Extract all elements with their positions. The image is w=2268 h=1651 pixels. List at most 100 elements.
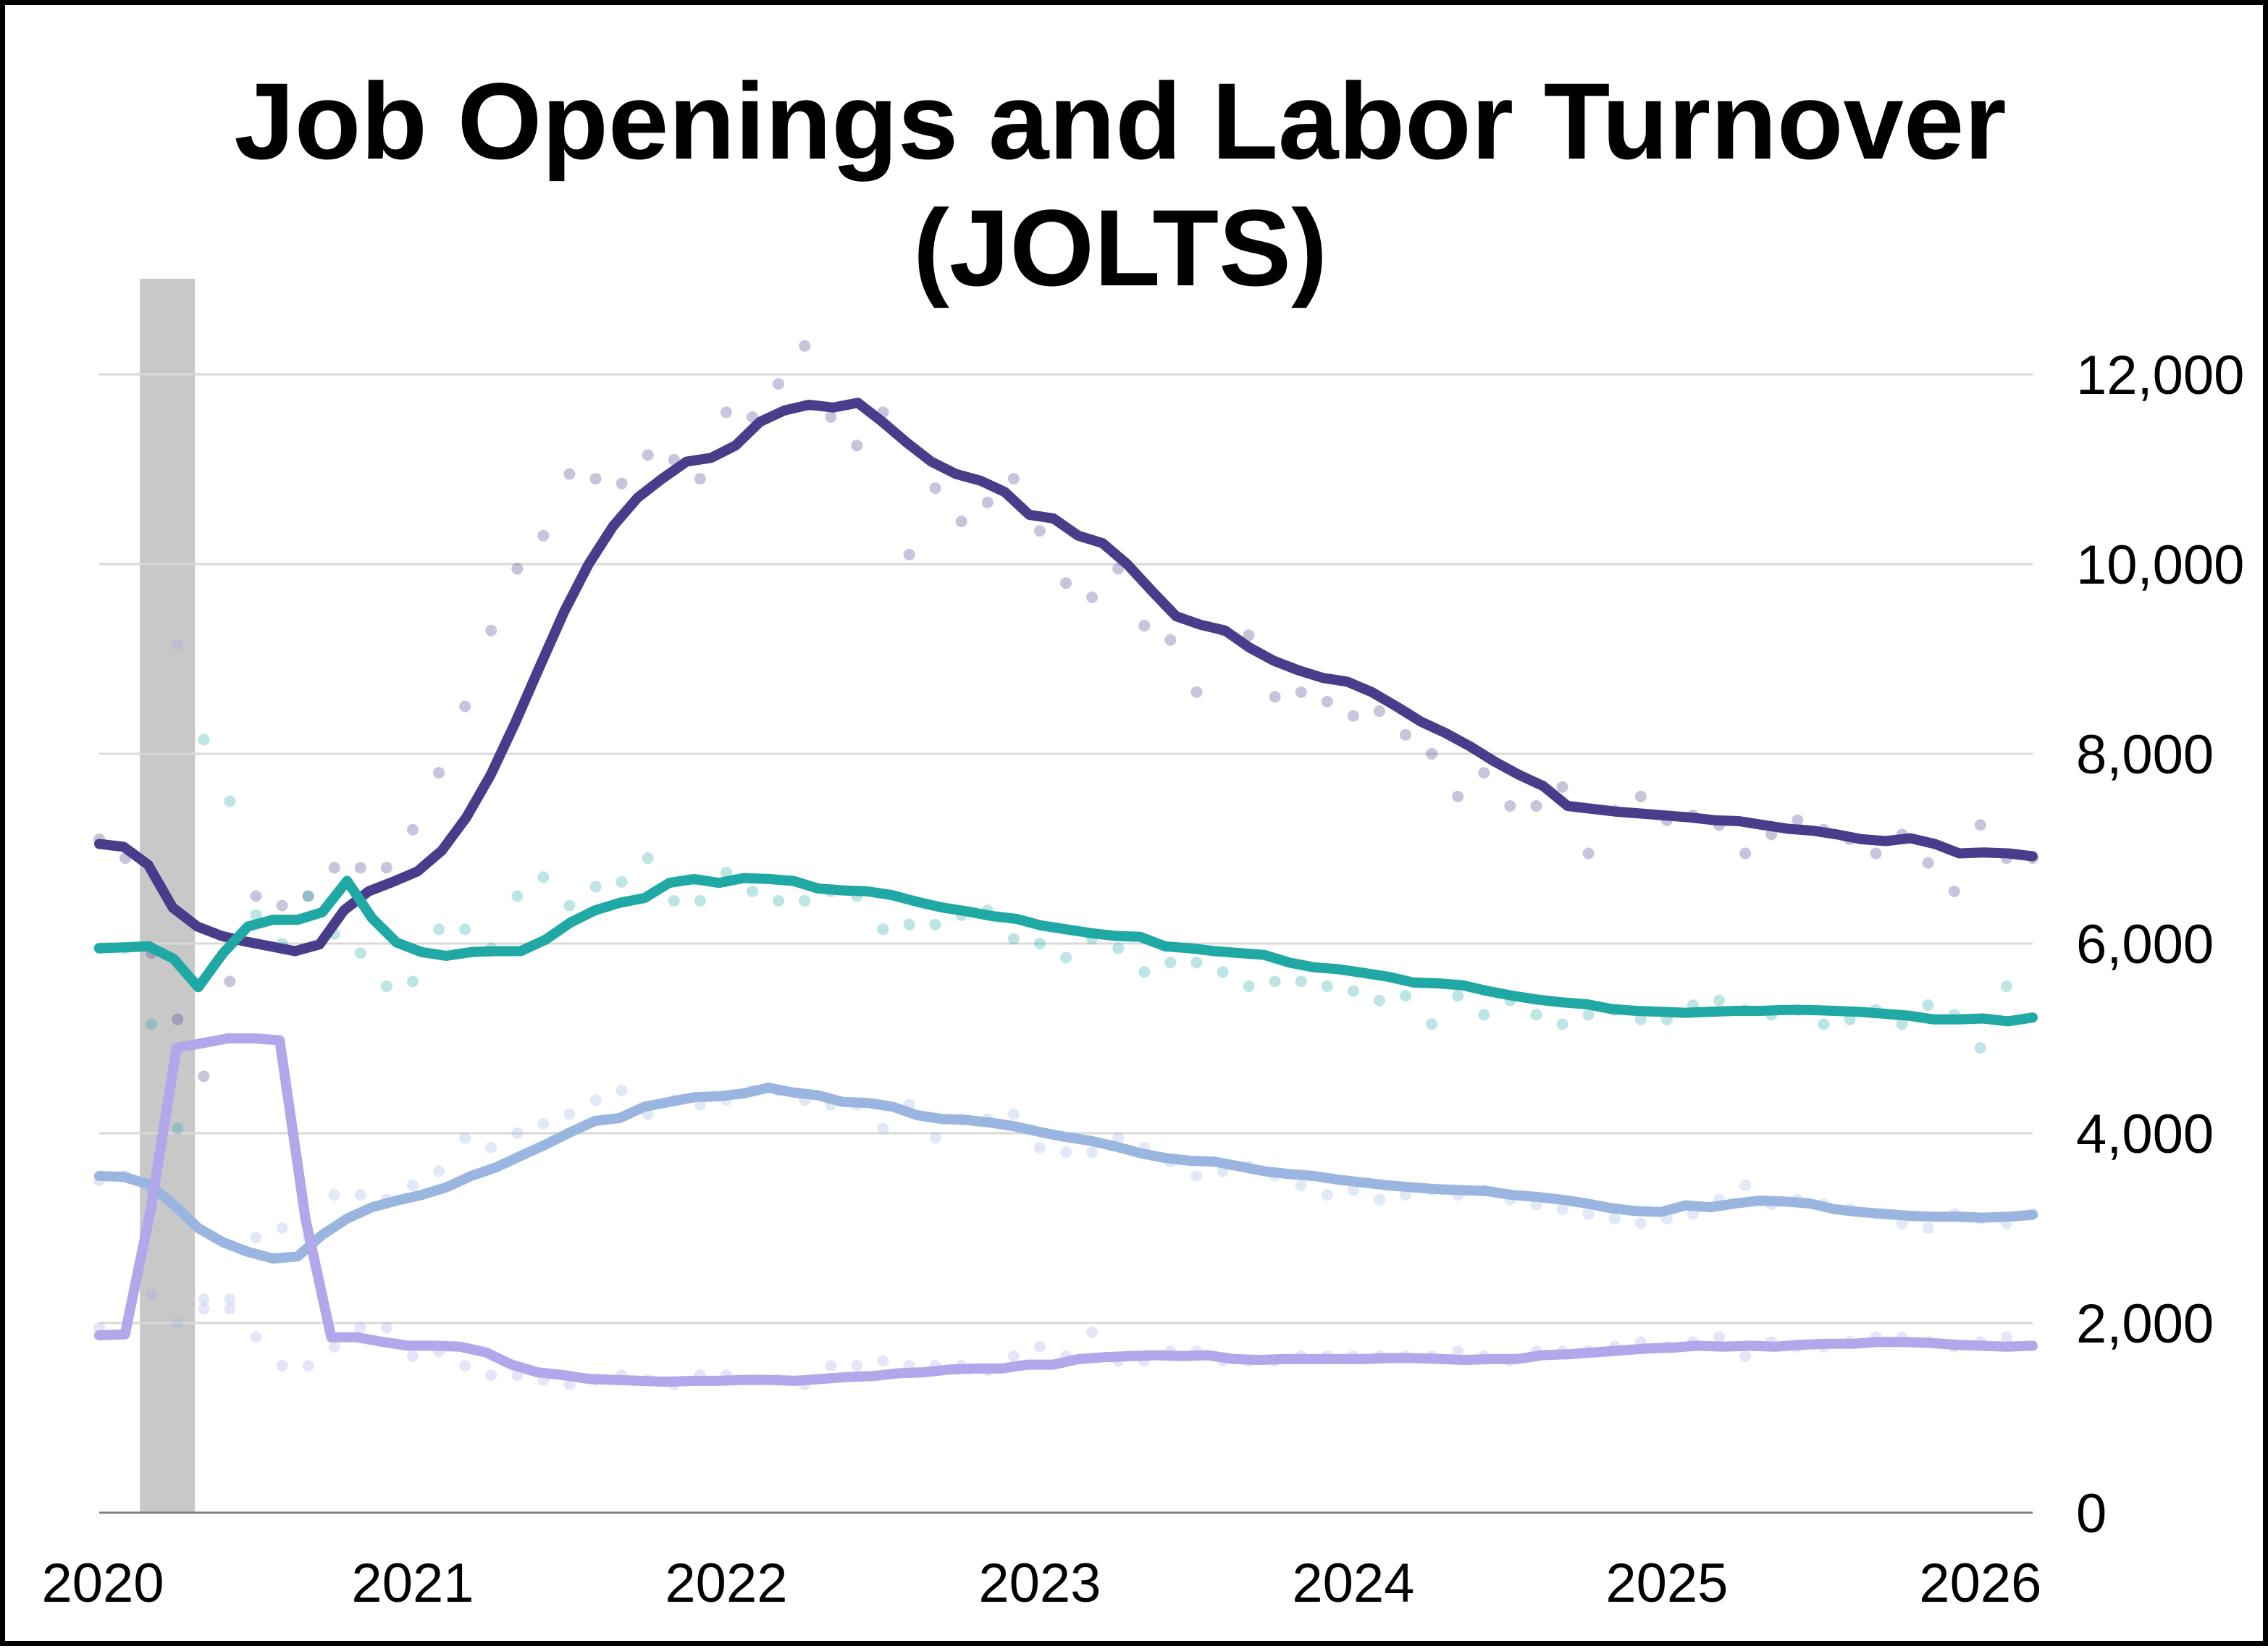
scatter-point [981, 496, 994, 508]
y-tick-label: 4,000 [2076, 1104, 2214, 1165]
scatter-point [250, 909, 262, 921]
scatter-point [1556, 1018, 1568, 1030]
scatter-point [825, 1359, 837, 1371]
y-tick-label: 8,000 [2076, 724, 2214, 786]
scatter-point [1713, 1331, 1726, 1343]
scatter-point [380, 980, 392, 992]
scatter-point [1974, 819, 1986, 831]
scatter-point [642, 852, 654, 865]
scatter-point [903, 548, 915, 560]
scatter-point [250, 1232, 262, 1244]
chart-title: Job Openings and Labor Turnover (JOLTS) [234, 60, 2006, 308]
scatter-point [955, 516, 967, 528]
scatter-point [380, 862, 392, 874]
scatter-point [198, 1293, 210, 1306]
chart-title-line-2: (JOLTS) [913, 187, 1327, 308]
x-tick-label: 2026 [1919, 1553, 2041, 1614]
scatter-point [668, 895, 680, 907]
scatter-point [877, 1355, 889, 1367]
scatter-point [1033, 1141, 1046, 1154]
scatter-point [1974, 1042, 1986, 1054]
scatter-point [1922, 999, 1934, 1012]
scatter-point [1295, 975, 1307, 988]
scatter-point [172, 1013, 184, 1025]
scatter-point [224, 795, 236, 807]
scatter-point [851, 440, 863, 452]
scatter-point [1739, 847, 1752, 860]
scatter-point [537, 1117, 550, 1130]
scatter-point [1870, 847, 1882, 860]
scatter-point [563, 1108, 576, 1120]
scatter-point [1007, 473, 1020, 485]
scatter-point [851, 1359, 863, 1371]
scatter-point [747, 885, 759, 897]
scatter-point [485, 1369, 497, 1382]
scatter-point [903, 918, 915, 930]
scatter-point [1739, 1350, 1752, 1362]
scatter-point [929, 918, 941, 930]
scatter-point [694, 895, 706, 907]
scatter-point [250, 890, 262, 902]
scatter-point [1373, 705, 1385, 718]
x-tick-label: 2023 [978, 1553, 1101, 1614]
scatter-point [511, 563, 524, 575]
scatter-point [1426, 1018, 1438, 1030]
scatter-point [198, 1303, 210, 1315]
scatter-point [825, 411, 837, 423]
y-tick-label: 12,000 [2076, 345, 2244, 406]
scatter-point [1400, 728, 1412, 741]
scatter-point [2000, 1331, 2012, 1343]
scatter-point [354, 1189, 366, 1201]
scatter-point [773, 895, 785, 907]
scatter-point [302, 890, 314, 902]
scatter-point [250, 1331, 262, 1343]
scatter-point [1243, 629, 1255, 642]
scatter-point [1452, 990, 1464, 1002]
scatter-point [511, 890, 524, 902]
scatter-point [276, 899, 288, 912]
scatter-point [2000, 980, 2012, 992]
scatter-point [1478, 767, 1490, 779]
scatter-point [1400, 990, 1412, 1002]
x-tick-label: 2020 [41, 1553, 164, 1614]
x-tick-label: 2021 [351, 1553, 474, 1614]
scatter-point [433, 1165, 445, 1177]
scatter-point [328, 1340, 340, 1353]
scatter-point [1007, 933, 1020, 945]
scatter-point [1713, 994, 1726, 1007]
scatter-point [1582, 1009, 1595, 1021]
scatter-point [198, 1070, 210, 1083]
scatter-point [1792, 814, 1804, 826]
scatter-point [1373, 994, 1385, 1007]
scatter-point [1478, 1009, 1490, 1021]
scatter-point [224, 975, 236, 988]
scatter-point [1556, 781, 1568, 793]
jolts-line-chart: Job Openings and Labor Turnover (JOLTS) … [41, 60, 2244, 1614]
scatter-point [224, 1303, 236, 1315]
scatter-point [877, 923, 889, 936]
scatter-point [1269, 975, 1281, 988]
scatter-point [406, 823, 419, 836]
series-line [94, 398, 2038, 957]
scatter-point [1452, 790, 1464, 802]
scatter-point [354, 862, 366, 874]
scatter-point [354, 1322, 366, 1334]
scatter-point [1739, 1180, 1752, 1192]
scatter-point [694, 473, 706, 485]
scatter-point [328, 1189, 340, 1201]
y-tick-label: 0 [2076, 1483, 2107, 1545]
scatter-point [328, 862, 340, 874]
scatter-point [302, 1359, 314, 1371]
y-axis-tick-labels: 0 2,000 4,000 6,000 8,000 10,000 12,000 [2076, 345, 2244, 1545]
scatter-point [380, 1322, 392, 1334]
scatter-point [563, 1379, 576, 1391]
scatter-point [1112, 1132, 1125, 1144]
scatter-point [1582, 847, 1595, 860]
scatter-point [799, 895, 811, 907]
scatter-point [146, 1018, 158, 1030]
scatter-point [406, 1180, 419, 1192]
scatter-point [1373, 1193, 1385, 1206]
scatter-point [1033, 1340, 1046, 1353]
scatter-point [1818, 1018, 1830, 1030]
